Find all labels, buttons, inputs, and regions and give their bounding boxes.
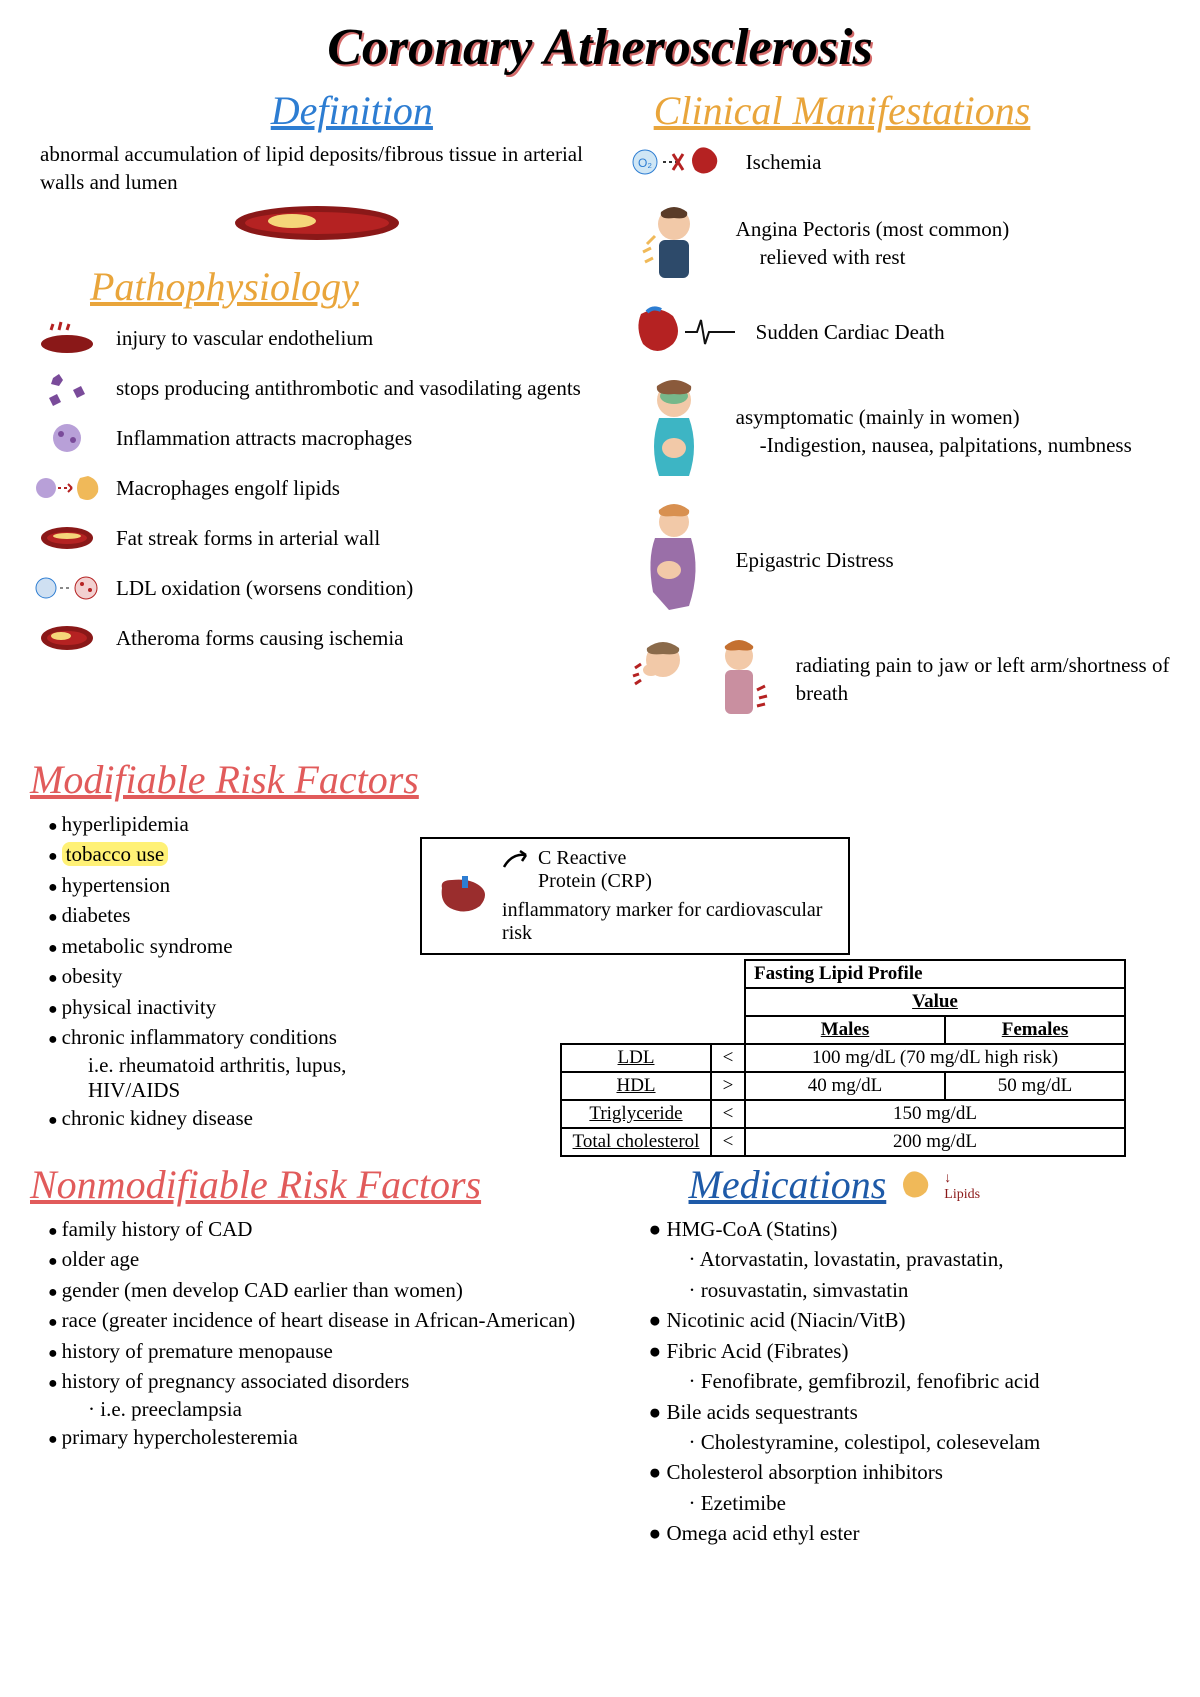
clinical-text: Angina Pectoris (most common)relieved wi… bbox=[736, 215, 1010, 272]
lipid-row: Triglyceride<150 mg/dL bbox=[561, 1100, 1125, 1128]
medication-item: ● Nicotinic acid (Niacin/VitB) bbox=[649, 1305, 1170, 1335]
modifiable-item: metabolic syndrome bbox=[48, 931, 400, 961]
pathophysiology-item: Fat streak forms in arterial wall bbox=[30, 516, 604, 560]
patho-icon-0 bbox=[30, 316, 104, 360]
nonmodifiable-item: race (greater incidence of heart disease… bbox=[48, 1305, 599, 1335]
page-title: Coronary Atherosclerosis bbox=[0, 0, 1200, 77]
crp-line3: inflammatory marker for cardiovascular r… bbox=[502, 899, 834, 945]
medication-item: ● Cholesterol absorption inhibitors· Eze… bbox=[649, 1457, 1170, 1518]
patho-text: stops producing antithrombotic and vasod… bbox=[116, 374, 581, 402]
clinical-text: Ischemia bbox=[746, 148, 822, 176]
clinical-heading: Clinical Manifestations bbox=[624, 87, 1170, 134]
lipid-blob-icon bbox=[898, 1168, 932, 1207]
nonmodifiable-subitem: · i.e. preeclampsia bbox=[48, 1397, 599, 1422]
patho-text: Atheroma forms causing ischemia bbox=[116, 624, 404, 652]
clinical-icon-2 bbox=[624, 302, 744, 362]
clinical-item: Angina Pectoris (most common)relieved wi… bbox=[624, 198, 1170, 288]
patho-text: Inflammation attracts macrophages bbox=[116, 424, 412, 452]
modifiable-item: diabetes bbox=[48, 900, 400, 930]
clinical-list: O₂ Ischemia Angina Pectoris (most common)r… bbox=[624, 140, 1170, 724]
patho-text: Macrophages engolf lipids bbox=[116, 474, 340, 502]
medications-list: ● HMG-CoA (Statins)· Atorvastatin, lovas… bbox=[629, 1214, 1170, 1549]
modifiable-item: chronic inflammatory conditions bbox=[48, 1022, 400, 1052]
patho-icon-6 bbox=[30, 616, 104, 660]
pathophysiology-item: stops producing antithrombotic and vasod… bbox=[30, 366, 604, 410]
clinical-icon-0: O₂ bbox=[624, 140, 734, 184]
pathophysiology-item: Inflammation attracts macrophages bbox=[30, 416, 604, 460]
lipid-col-females: Females bbox=[945, 1016, 1125, 1044]
lipid-value-label: Value bbox=[745, 988, 1125, 1016]
clinical-icon-4 bbox=[624, 500, 724, 620]
clinical-icon-1 bbox=[624, 198, 724, 288]
modifiable-subitem: i.e. rheumatoid arthritis, lupus, HIV/AI… bbox=[48, 1053, 400, 1103]
nonmodifiable-list: family history of CADolder agegender (me… bbox=[30, 1214, 599, 1452]
nonmodifiable-item: history of pregnancy associated disorder… bbox=[48, 1366, 599, 1396]
arrow-icon bbox=[502, 849, 532, 869]
pathophysiology-item: injury to vascular endothelium bbox=[30, 316, 604, 360]
lipid-row: HDL>40 mg/dL50 mg/dL bbox=[561, 1072, 1125, 1100]
nonmodifiable-item: gender (men develop CAD earlier than wom… bbox=[48, 1275, 599, 1305]
patho-icon-4 bbox=[30, 516, 104, 560]
artery-plaque-icon bbox=[227, 201, 407, 245]
clinical-item: radiating pain to jaw or left arm/shortn… bbox=[624, 634, 1170, 724]
nonmodifiable-item: primary hypercholesteremia bbox=[48, 1422, 599, 1452]
patho-icon-2 bbox=[30, 416, 104, 460]
patho-text: Fat streak forms in arterial wall bbox=[116, 524, 380, 552]
patho-text: injury to vascular endothelium bbox=[116, 324, 373, 352]
patho-icon-5 bbox=[30, 566, 104, 610]
nonmodifiable-heading: Nonmodifiable Risk Factors bbox=[30, 1161, 599, 1208]
down-arrow-lipids: ↓Lipids bbox=[944, 1171, 980, 1203]
crp-box: C Reactive Protein (CRP) inflammatory ma… bbox=[420, 837, 850, 955]
modifiable-item: obesity bbox=[48, 961, 400, 991]
pathophysiology-item: Atheroma forms causing ischemia bbox=[30, 616, 604, 660]
nonmodifiable-item: history of premature menopause bbox=[48, 1336, 599, 1366]
modifiable-item: chronic kidney disease bbox=[48, 1103, 400, 1133]
pathophysiology-heading: Pathophysiology bbox=[30, 263, 604, 310]
medication-item: ● Bile acids sequestrants· Cholestyramin… bbox=[649, 1397, 1170, 1458]
definition-section: Definition bbox=[30, 87, 604, 134]
clinical-text: Sudden Cardiac Death bbox=[756, 318, 945, 346]
patho-icon-3 bbox=[30, 466, 104, 510]
crp-line1: C Reactive bbox=[538, 847, 626, 870]
svg-text:O₂: O₂ bbox=[638, 156, 652, 170]
clinical-item: Sudden Cardiac Death bbox=[624, 302, 1170, 362]
definition-text: abnormal accumulation of lipid deposits/… bbox=[30, 140, 604, 197]
modifiable-item: tobacco use bbox=[48, 839, 400, 869]
modifiable-list: hyperlipidemiatobacco usehypertensiondia… bbox=[30, 809, 400, 1133]
clinical-item: asymptomatic (mainly in women)-Indigesti… bbox=[624, 376, 1170, 486]
liver-icon bbox=[436, 874, 492, 918]
lipid-row: Total cholesterol<200 mg/dL bbox=[561, 1128, 1125, 1156]
lipid-col-males: Males bbox=[745, 1016, 945, 1044]
nonmodifiable-item: older age bbox=[48, 1244, 599, 1274]
modifiable-item: physical inactivity bbox=[48, 992, 400, 1022]
definition-heading: Definition bbox=[100, 87, 604, 134]
medications-heading: Medications bbox=[689, 1161, 887, 1208]
pathophysiology-item: Macrophages engolf lipids bbox=[30, 466, 604, 510]
lipid-row: LDL<100 mg/dL (70 mg/dL high risk) bbox=[561, 1044, 1125, 1072]
pathophysiology-item: LDL oxidation (worsens condition) bbox=[30, 566, 604, 610]
patho-icon-1 bbox=[30, 366, 104, 410]
patho-text: LDL oxidation (worsens condition) bbox=[116, 574, 413, 602]
nonmodifiable-item: family history of CAD bbox=[48, 1214, 599, 1244]
crp-line2: Protein (CRP) bbox=[502, 870, 834, 893]
medication-item: ● Omega acid ethyl ester bbox=[649, 1518, 1170, 1548]
clinical-icon-3 bbox=[624, 376, 724, 486]
pathophysiology-list: injury to vascular endothelium stops prod… bbox=[30, 316, 604, 660]
modifiable-item: hyperlipidemia bbox=[48, 809, 400, 839]
clinical-text: asymptomatic (mainly in women)-Indigesti… bbox=[736, 403, 1132, 460]
lipid-title: Fasting Lipid Profile bbox=[745, 960, 1125, 988]
medication-item: ● HMG-CoA (Statins)· Atorvastatin, lovas… bbox=[649, 1214, 1170, 1305]
clinical-icon-5 bbox=[624, 634, 784, 724]
modifiable-heading: Modifiable Risk Factors bbox=[30, 756, 1170, 803]
clinical-text: Epigastric Distress bbox=[736, 546, 894, 574]
clinical-item: O₂ Ischemia bbox=[624, 140, 1170, 184]
clinical-text: radiating pain to jaw or left arm/shortn… bbox=[796, 651, 1170, 708]
clinical-item: Epigastric Distress bbox=[624, 500, 1170, 620]
medication-item: ● Fibric Acid (Fibrates)· Fenofibrate, g… bbox=[649, 1336, 1170, 1397]
lipid-profile-table: Fasting Lipid Profile Value Males Female… bbox=[560, 959, 1126, 1157]
modifiable-item: hypertension bbox=[48, 870, 400, 900]
